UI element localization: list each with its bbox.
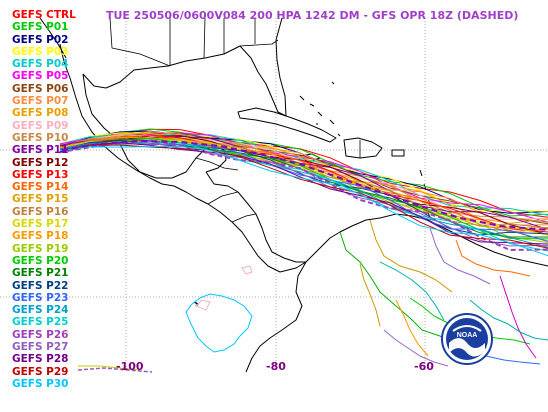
legend-entry: GEFS P11 bbox=[12, 144, 69, 157]
legend-entry: GEFS P04 bbox=[12, 58, 69, 71]
legend-entry: GEFS P13 bbox=[12, 168, 69, 181]
legend-entry: GEFS P18 bbox=[12, 230, 69, 243]
contour-line bbox=[59, 137, 548, 243]
contour-line bbox=[59, 139, 548, 252]
legend-entry: GEFS P15 bbox=[12, 193, 69, 206]
legend-entry: GEFS P08 bbox=[12, 107, 69, 120]
chart-title: TUE 250506/0600V084 200 HPA 1242 DM - GF… bbox=[106, 9, 519, 22]
legend-entry: GEFS P06 bbox=[12, 82, 69, 95]
legend-entry: GEFS P23 bbox=[12, 291, 69, 304]
contour-line bbox=[59, 145, 548, 257]
legend-entry: GEFS CTRL bbox=[12, 9, 76, 21]
contour-line bbox=[59, 135, 548, 233]
hispaniola bbox=[343, 137, 383, 159]
legend-entry: GEFS P27 bbox=[12, 341, 69, 354]
violet-stripe bbox=[77, 367, 153, 373]
south-america-borders bbox=[339, 219, 548, 367]
coastlines bbox=[39, 17, 548, 373]
contour-line bbox=[59, 137, 548, 240]
legend-entry: GEFS P02 bbox=[12, 33, 69, 46]
legend-entry: GEFS P30 bbox=[12, 377, 69, 390]
legend-entry: GEFS P14 bbox=[12, 181, 69, 194]
legend-entry: GEFS P05 bbox=[12, 70, 69, 83]
contour-line bbox=[59, 142, 548, 248]
legend-entry: GEFS P28 bbox=[12, 353, 69, 366]
gridlines bbox=[0, 18, 548, 370]
legend-entry: GEFS P09 bbox=[12, 119, 69, 132]
legend-entry: GEFS P25 bbox=[12, 316, 69, 329]
legend-entry: GEFS P07 bbox=[12, 95, 69, 108]
legend-entry: GEFS P01 bbox=[12, 21, 69, 34]
lon-label-80: -80 bbox=[266, 360, 286, 373]
legend-entry: GEFS P22 bbox=[12, 279, 69, 292]
legend-entry: GEFS P03 bbox=[12, 45, 69, 58]
contour-line bbox=[59, 141, 548, 247]
lon-label-60: -60 bbox=[414, 360, 434, 373]
legend-entry: GEFS P24 bbox=[12, 304, 69, 317]
central-america bbox=[173, 185, 307, 273]
gfs-opr-contour bbox=[61, 139, 548, 231]
contour-line bbox=[59, 128, 548, 217]
legend-entry: GEFS P17 bbox=[12, 218, 69, 231]
legend-entry: GEFS P16 bbox=[12, 205, 69, 218]
lon-label-100: -100 bbox=[116, 360, 144, 373]
us-gulf-coast bbox=[82, 17, 287, 117]
cuba bbox=[237, 107, 337, 143]
legend-entry: GEFS P12 bbox=[12, 156, 69, 169]
cyan-isolated-contour bbox=[185, 293, 253, 353]
legend-entry: GEFS P19 bbox=[12, 242, 69, 255]
noaa-logo: NOAA bbox=[441, 313, 493, 365]
south-america-coast bbox=[305, 213, 548, 267]
mexico-coast bbox=[82, 73, 227, 179]
legend-entry: GEFS P26 bbox=[12, 328, 69, 341]
legend-entry: GEFS P10 bbox=[12, 131, 69, 144]
legend-entry: GEFS P20 bbox=[12, 254, 69, 267]
yellow-stripe bbox=[78, 365, 141, 371]
logo-text: NOAA bbox=[457, 332, 478, 339]
ensemble-contours bbox=[59, 128, 548, 257]
legend: GEFS CTRL GEFS P01 GEFS P02 GEFS P03 GEFS P0… bbox=[12, 9, 76, 390]
pink-isolated-contour bbox=[195, 299, 211, 311]
contour-line bbox=[59, 138, 548, 229]
legend-entry: GEFS P29 bbox=[12, 365, 69, 378]
pink-small-contour bbox=[241, 265, 253, 275]
legend-entry: GEFS P21 bbox=[12, 267, 69, 280]
contour-line bbox=[59, 130, 548, 226]
